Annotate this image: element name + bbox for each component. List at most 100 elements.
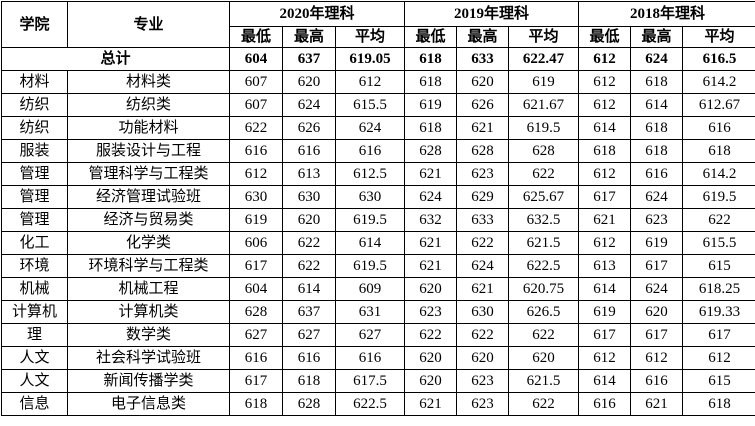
header-row-years: 学院 专业 2020年理科 2019年理科 2018年理科 <box>1 1 755 48</box>
total-row: 总计 604 637 619.05 618 633 622.47 612 624… <box>1 47 755 71</box>
major-cell: 计算机类 <box>67 300 230 324</box>
score-cell: 625.67 <box>508 185 579 209</box>
college-cell: 材料 <box>1 70 68 94</box>
score-cell: 620 <box>456 346 509 370</box>
score-cell: 604 <box>229 277 283 301</box>
score-cell: 626.5 <box>508 300 579 324</box>
avg-header: 平均 <box>508 26 579 48</box>
table-row: 管理 管理科学与工程类 612 613 612.5 621 623 622 612 616 614.… <box>1 162 755 186</box>
score-cell: 630 <box>229 185 283 209</box>
major-cell: 新闻传播学类 <box>67 369 230 393</box>
score-cell: 621 <box>404 254 457 278</box>
year-2018-header: 2018年理科 <box>578 1 755 27</box>
scores-table: 学院 专业 2020年理科 2019年理科 2018年理科 最低 最高 平均 最… <box>1 1 755 416</box>
score-cell: 623 <box>456 369 509 393</box>
score-cell: 622 <box>508 323 579 347</box>
score-cell: 628 <box>508 139 579 163</box>
score-cell: 612 <box>578 162 631 186</box>
table-row: 理数学类 627 627 627 622 622 622 617 617 617 <box>1 323 755 347</box>
score-cell: 627 <box>282 323 336 347</box>
score-cell: 624 <box>630 185 683 209</box>
score-cell: 628 <box>229 300 283 324</box>
score-cell: 620 <box>404 369 457 393</box>
score-cell: 612 <box>682 346 755 370</box>
score-cell: 627 <box>335 323 405 347</box>
table-body: 总计 604 637 619.05 618 633 622.47 612 624… <box>1 47 755 416</box>
score-cell: 618 <box>630 139 683 163</box>
score-cell: 627 <box>229 323 283 347</box>
score-cell: 619.5 <box>508 116 579 140</box>
score-cell: 622 <box>508 162 579 186</box>
score-cell: 617 <box>682 323 755 347</box>
score-cell: 632 <box>404 208 457 232</box>
min-header: 最低 <box>229 26 283 48</box>
college-cell: 人文 <box>1 369 68 393</box>
score-cell: 637 <box>282 300 336 324</box>
avg-header: 平均 <box>335 26 405 48</box>
score-cell: 618 <box>229 392 283 416</box>
score-cell: 624 <box>335 116 405 140</box>
college-cell: 理 <box>1 323 68 347</box>
table-row: 纺织 功能材料 622 626 624 618 621 619.5 614 618 616 <box>1 116 755 140</box>
min-header: 最低 <box>404 26 457 48</box>
table-row: 化工 化学类 606 622 614 621 622 621.5 612 619 615.5 <box>1 231 755 255</box>
college-cell: 管理 <box>1 185 68 209</box>
score-cell: 618 <box>682 392 755 416</box>
score-cell: 612 <box>335 70 405 94</box>
score-cell: 612 <box>578 70 631 94</box>
score-cell: 618 <box>682 139 755 163</box>
major-cell: 环境科学与工程类 <box>67 254 230 278</box>
score-cell: 623 <box>630 208 683 232</box>
score-cell: 607 <box>229 93 283 117</box>
score-cell: 626 <box>282 116 336 140</box>
college-cell: 纺织 <box>1 93 68 117</box>
score-cell: 621 <box>630 392 683 416</box>
min-header: 最低 <box>578 26 631 48</box>
score-cell: 628 <box>456 139 509 163</box>
score-cell: 616.5 <box>682 47 755 71</box>
score-cell: 619.05 <box>335 47 405 71</box>
score-cell: 609 <box>335 277 405 301</box>
score-cell: 606 <box>229 231 283 255</box>
score-cell: 622 <box>229 116 283 140</box>
major-cell: 数学类 <box>67 323 230 347</box>
score-cell: 621 <box>578 208 631 232</box>
score-cell: 632.5 <box>508 208 579 232</box>
score-cell: 631 <box>335 300 405 324</box>
college-column-header: 学院 <box>1 1 68 48</box>
major-cell: 经济与贸易类 <box>67 208 230 232</box>
score-cell: 622 <box>682 208 755 232</box>
score-cell: 615.5 <box>682 231 755 255</box>
score-cell: 616 <box>578 392 631 416</box>
score-cell: 616 <box>335 139 405 163</box>
table-row: 管理 经济管理试验班 630 630 630 624 629 625.67 617 624 619.… <box>1 185 755 209</box>
score-cell: 616 <box>682 116 755 140</box>
score-cell: 620.75 <box>508 277 579 301</box>
score-cell: 617 <box>578 323 631 347</box>
score-cell: 616 <box>229 346 283 370</box>
score-cell: 615 <box>682 369 755 393</box>
score-cell: 624 <box>404 185 457 209</box>
score-cell: 617 <box>578 185 631 209</box>
avg-header: 平均 <box>682 26 755 48</box>
major-cell: 纺织类 <box>67 93 230 117</box>
major-cell: 社会科学试验班 <box>67 346 230 370</box>
score-cell: 620 <box>282 208 336 232</box>
score-cell: 614 <box>630 93 683 117</box>
table-row: 材料 材料类 607 620 612 618 620 619 612 618 614.2 <box>1 70 755 94</box>
score-cell: 630 <box>335 185 405 209</box>
score-cell: 612 <box>578 47 631 71</box>
table-row: 管理 经济与贸易类 619 620 619.5 632 633 632.5 621 623 622 <box>1 208 755 232</box>
score-cell: 620 <box>630 300 683 324</box>
table-row: 计算机 计算机类 628 637 631 623 630 626.5 619 620 619.33 <box>1 300 755 324</box>
score-cell: 604 <box>229 47 283 71</box>
score-cell: 622 <box>282 231 336 255</box>
score-cell: 623 <box>456 392 509 416</box>
score-cell: 619 <box>578 300 631 324</box>
major-cell: 服装设计与工程 <box>67 139 230 163</box>
score-cell: 612 <box>578 231 631 255</box>
score-cell: 628 <box>404 139 457 163</box>
score-cell: 628 <box>282 392 336 416</box>
major-cell: 化学类 <box>67 231 230 255</box>
score-cell: 617 <box>630 323 683 347</box>
